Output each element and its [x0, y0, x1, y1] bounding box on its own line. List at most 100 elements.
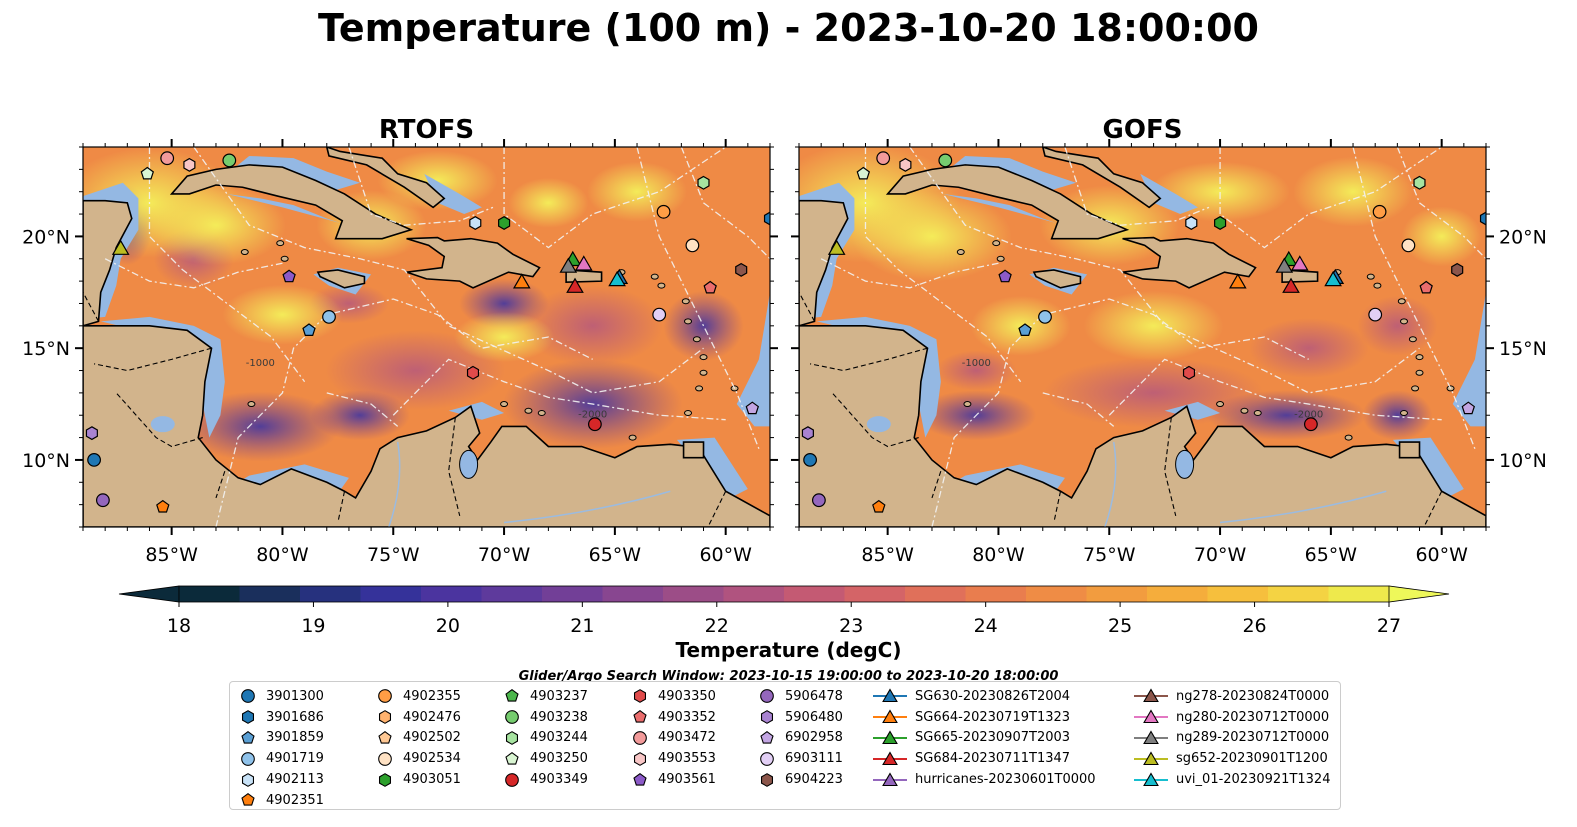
country-border: [337, 491, 346, 523]
legend-marker-icon: [873, 688, 907, 703]
map-panels: -1000 -2000 85°W 80°W 75°W 70°W 65°W 60°W 20°N 15…: [22, 139, 1547, 566]
eez-line: [1042, 392, 1115, 427]
legend-entry: 4903250: [502, 748, 588, 769]
legend-entry: SG684-20230711T1347: [873, 748, 1096, 769]
legend-entry: 4903561: [630, 769, 716, 790]
legend-entry: 4901719: [238, 748, 324, 769]
colorbar-bin: [481, 586, 543, 602]
country-border: [83, 292, 99, 322]
legend-entry: 4903352: [630, 707, 716, 728]
lon-tick-label: 60°W: [1415, 544, 1468, 566]
colorbar-bin: [1268, 586, 1329, 602]
land-central: [83, 325, 770, 527]
colorbar-bin: [239, 586, 301, 602]
legend-label: 3901859: [266, 730, 324, 746]
legend-entry: 4903349: [502, 769, 588, 790]
station-marker: [282, 269, 296, 283]
legend-entry: 6902958: [757, 728, 843, 749]
legend-label: SG664-20230719T1323: [915, 709, 1071, 725]
isobath-label: -1000: [962, 358, 991, 369]
station-marker: [735, 262, 748, 277]
colorbar: 18 19 20 21 22 23 24 25 26 27: [118, 585, 1450, 637]
legend-label: 4903561: [658, 772, 716, 788]
colorbar-bin: [663, 586, 724, 602]
station-marker: [745, 401, 759, 415]
land-jamaica: [316, 269, 366, 289]
legend-label: SG630-20230826T2004: [915, 688, 1071, 704]
legend-entry: 4903238: [502, 707, 588, 728]
station-marker: [87, 452, 101, 467]
colorbar-tick-label: 21: [570, 615, 594, 637]
lat-tick-label: 20°N: [1499, 226, 1547, 248]
colorbar-tick-label: 24: [974, 615, 998, 637]
land-trinidad: [682, 441, 705, 459]
lon-tick-label: 80°W: [256, 544, 309, 566]
legend-marker-icon: [873, 771, 907, 786]
legend-label: 4903238: [530, 709, 588, 725]
legend-marker-icon: [505, 710, 519, 725]
eez-line: [104, 258, 283, 289]
legend-label: 6903111: [785, 751, 843, 767]
eez-line: [503, 147, 727, 249]
legend-entry: 4902502: [375, 728, 461, 749]
country-border: [931, 470, 942, 499]
legend-entry: sg652-20230901T1200: [1134, 748, 1330, 769]
eez-line: [348, 147, 494, 226]
legend-marker-icon: [633, 751, 647, 766]
legend-entry: SG630-20230826T2004: [873, 686, 1096, 707]
station-marker: [998, 269, 1012, 283]
shelf: [736, 292, 770, 427]
station-marker: [1214, 216, 1227, 230]
country-border: [115, 392, 203, 448]
legend-entry: 4902351: [238, 790, 324, 811]
station-marker: [498, 216, 511, 230]
station-marker: [1413, 175, 1426, 190]
legend-marker-icon: [1134, 730, 1168, 745]
legend-marker-icon: [505, 731, 519, 745]
eez-line: [1352, 147, 1476, 450]
colorbar-tick-label: 18: [167, 615, 191, 637]
eez-line: [636, 147, 760, 450]
legend-label: 4903244: [530, 730, 588, 746]
colorbar-tick-label: 27: [1377, 615, 1401, 637]
legend-column: 3901300 3901686 3901859 4901719 4902113 49023…: [238, 686, 324, 811]
legend-label: 4902502: [403, 730, 461, 746]
legend-entry: 3901859: [238, 728, 324, 749]
legend-entry: 6904223: [757, 769, 843, 790]
legend-column: ng278-20230824T0000 ng280-20230712T0000 ng…: [1134, 686, 1330, 790]
station-marker: [1290, 255, 1309, 271]
colorbar-bin: [905, 586, 966, 602]
land-hispaniola: [406, 236, 541, 289]
legend-label: 4901719: [266, 751, 324, 767]
lat-tick-label: 10°N: [1499, 450, 1547, 472]
shelf: [1164, 401, 1221, 420]
station-marker: [1372, 204, 1387, 219]
country-border: [707, 490, 727, 527]
legend-label: 4903352: [658, 709, 716, 725]
legend-entry: ng280-20230712T0000: [1134, 707, 1330, 728]
lon-tick-label: 70°W: [1194, 544, 1247, 566]
station-marker: [1324, 270, 1342, 287]
lon-tick-label: 70°W: [478, 544, 531, 566]
legend-entry: 3901686: [238, 707, 324, 728]
legend-entry: 6903111: [757, 748, 843, 769]
legend-marker-icon: [760, 772, 774, 787]
station-marker: [763, 211, 770, 226]
search-window-text: Glider/Argo Search Window: 2023-10-15 19…: [518, 669, 1059, 684]
country-border: [1053, 491, 1062, 523]
country-border: [831, 392, 919, 448]
legend-entry: 4903244: [502, 728, 588, 749]
lat-tick-label: 10°N: [22, 450, 70, 472]
station-marker: [302, 323, 316, 336]
eez-line: [1219, 147, 1443, 249]
station-marker: [1368, 307, 1383, 322]
legend-entry: 5906478: [757, 686, 843, 707]
land-cuba: [169, 164, 414, 240]
legend-entry: 3901300: [238, 686, 324, 707]
legend-marker-icon: [378, 710, 392, 725]
colorbar-bin: [784, 586, 845, 602]
shelf: [424, 173, 482, 215]
legend-entry: hurricanes-20230601T0000: [873, 769, 1096, 790]
legend-label: SG665-20230907T2003: [915, 730, 1071, 746]
legend-label: 3901300: [266, 688, 324, 704]
